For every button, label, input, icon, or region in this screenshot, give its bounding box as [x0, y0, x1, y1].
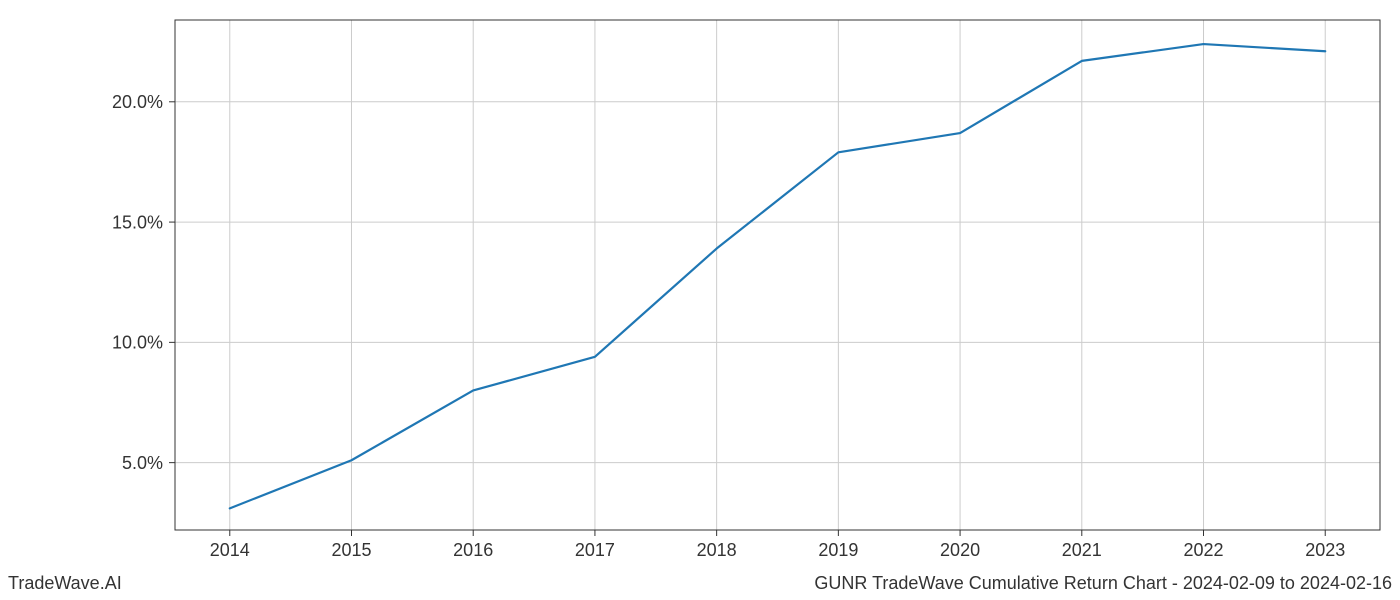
y-tick-label: 20.0% [112, 92, 163, 112]
y-tick-label: 15.0% [112, 212, 163, 232]
chart-background [0, 0, 1400, 600]
chart-container: 2014 2015 2016 2017 2018 2019 2020 2021 2022 2023… [0, 0, 1400, 600]
x-tick-label: 2022 [1183, 540, 1223, 560]
x-tick-label: 2016 [453, 540, 493, 560]
caption-right: GUNR TradeWave Cumulative Return Chart -… [814, 573, 1392, 594]
x-tick-label: 2021 [1062, 540, 1102, 560]
line-chart: 2014 2015 2016 2017 2018 2019 2020 2021 2022 2023… [0, 0, 1400, 600]
y-tick-label: 10.0% [112, 333, 163, 353]
x-tick-label: 2015 [331, 540, 371, 560]
x-tick-label: 2023 [1305, 540, 1345, 560]
y-tick-label: 5.0% [122, 453, 163, 473]
x-tick-label: 2019 [818, 540, 858, 560]
x-tick-label: 2014 [210, 540, 250, 560]
x-tick-label: 2018 [697, 540, 737, 560]
x-tick-label: 2020 [940, 540, 980, 560]
watermark-left: TradeWave.AI [8, 573, 122, 594]
x-tick-label: 2017 [575, 540, 615, 560]
